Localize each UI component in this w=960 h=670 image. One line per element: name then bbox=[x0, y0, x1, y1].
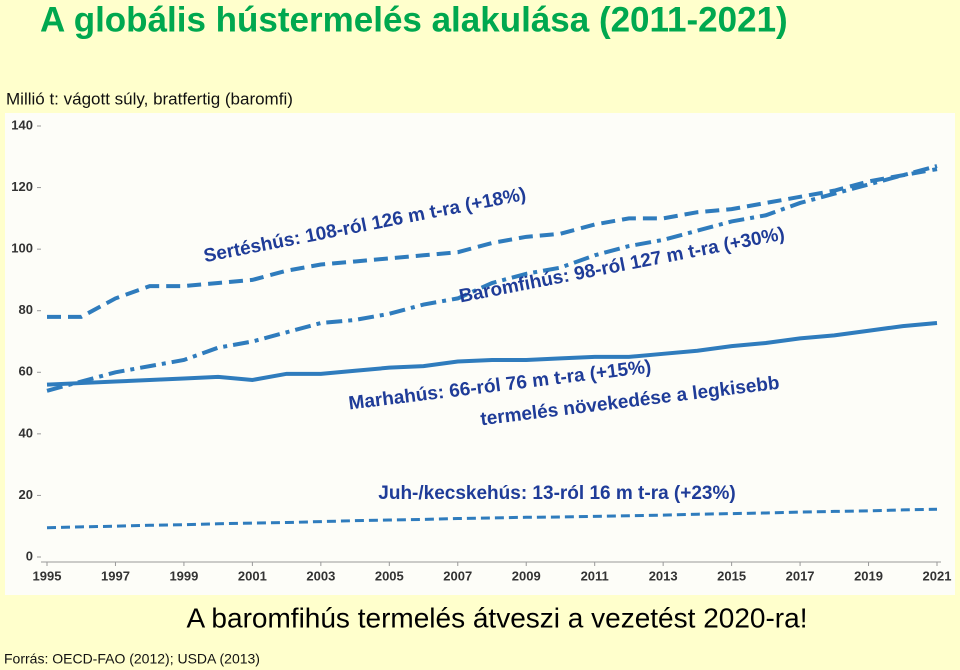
y-tick-label: 0 bbox=[26, 548, 33, 563]
series-line bbox=[47, 167, 938, 319]
x-tick-label: 2011 bbox=[581, 568, 609, 583]
x-tick-label: 2019 bbox=[854, 568, 883, 583]
x-tick-label: 2021 bbox=[923, 568, 952, 583]
x-tick-label: 2015 bbox=[717, 568, 746, 583]
x-tick-label: 1997 bbox=[101, 568, 130, 583]
x-tick-label: 1999 bbox=[169, 568, 198, 583]
conclusion: A baromfihús termelés átveszi a vezetést… bbox=[187, 602, 808, 633]
x-tick-label: 2003 bbox=[306, 568, 335, 583]
y-tick-label: 60 bbox=[19, 364, 33, 379]
series-line bbox=[46, 164, 938, 393]
source: Forrás: OECD-FAO (2012); USDA (2013) bbox=[4, 651, 260, 667]
plot-panel bbox=[5, 113, 955, 595]
slide-title: A globális hústermelés alakulása (2011-2… bbox=[40, 0, 788, 39]
y-tick-label: 100 bbox=[11, 241, 33, 256]
series-line bbox=[46, 321, 938, 387]
x-tick-label: 2005 bbox=[375, 568, 404, 583]
x-tick-label: 2009 bbox=[512, 568, 541, 583]
y-tick-label: 120 bbox=[11, 179, 33, 194]
x-tick-label: 2013 bbox=[649, 568, 678, 583]
y-tick-label: 80 bbox=[19, 302, 33, 317]
y-tick-label: 140 bbox=[11, 117, 33, 132]
subtitle: Millió t: vágott súly, bratfertig (barom… bbox=[6, 89, 293, 108]
annotation: Juh-/kecskehús: 13-ról 16 m t-ra (+23%) bbox=[378, 483, 735, 504]
series-line bbox=[46, 507, 938, 530]
x-tick-label: 2001 bbox=[238, 568, 267, 583]
x-tick-label: 1995 bbox=[33, 568, 62, 583]
x-tick-label: 2007 bbox=[443, 568, 472, 583]
x-tick-label: 2017 bbox=[786, 568, 815, 583]
y-tick-label: 20 bbox=[19, 487, 33, 502]
y-tick-label: 40 bbox=[19, 425, 33, 440]
